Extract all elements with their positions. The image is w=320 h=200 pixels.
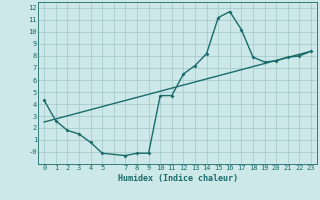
X-axis label: Humidex (Indice chaleur): Humidex (Indice chaleur)	[118, 174, 238, 183]
